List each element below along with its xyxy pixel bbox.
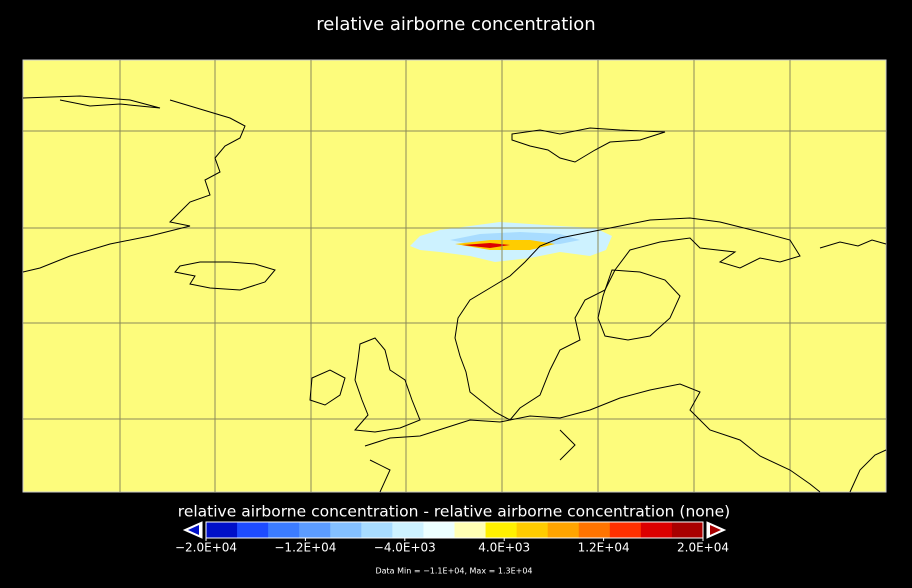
colorbar-bin	[237, 522, 269, 538]
plume-peak	[462, 243, 510, 248]
colorbar-frame	[205, 521, 704, 539]
colorbar-tick-label: −4.0E+03	[374, 541, 436, 555]
map-area	[22, 59, 887, 493]
colorbar-bin	[392, 522, 424, 538]
colorbar-bin	[299, 522, 331, 538]
colorbar-label: relative airborne concentration - relati…	[178, 503, 730, 521]
colorbar-bin	[423, 522, 455, 538]
colorbar-bin	[361, 522, 393, 538]
colorbar-tick-label: 1.2E+04	[578, 541, 630, 555]
colorbar-bin	[516, 522, 549, 538]
colorbar-bin	[454, 522, 487, 538]
colorbar: −2.0E+04 −1.2E+04 −4.0E+03 4.0E+03 1.2E+04 2.…	[175, 521, 729, 555]
colorbar-tick-label: 2.0E+04	[677, 541, 729, 555]
colorbar-bin	[330, 522, 362, 538]
colorbar-bin	[671, 522, 704, 538]
colorbar-bin	[578, 522, 611, 538]
colorbar-bin	[609, 522, 642, 538]
colorbar-bin	[640, 522, 673, 538]
colorbar-bin	[547, 522, 580, 538]
colorbar-bin	[206, 522, 238, 538]
colorbar-tick-label: −2.0E+04	[175, 541, 237, 555]
graticule	[23, 60, 886, 492]
under-arrow-inner	[188, 525, 199, 535]
coastlines	[22, 95, 887, 493]
colorbar-bin	[268, 522, 300, 538]
data-range-note: Data Min = −1.1E+04, Max = 1.3E+04	[375, 567, 532, 576]
colorbar-tick-label: −1.2E+04	[274, 541, 336, 555]
map	[22, 59, 887, 493]
colorbar-bin	[485, 522, 518, 538]
map-title: relative airborne concentration	[316, 14, 595, 35]
over-arrow-inner	[710, 525, 721, 535]
colorbar-tick-label: 4.0E+03	[478, 541, 530, 555]
